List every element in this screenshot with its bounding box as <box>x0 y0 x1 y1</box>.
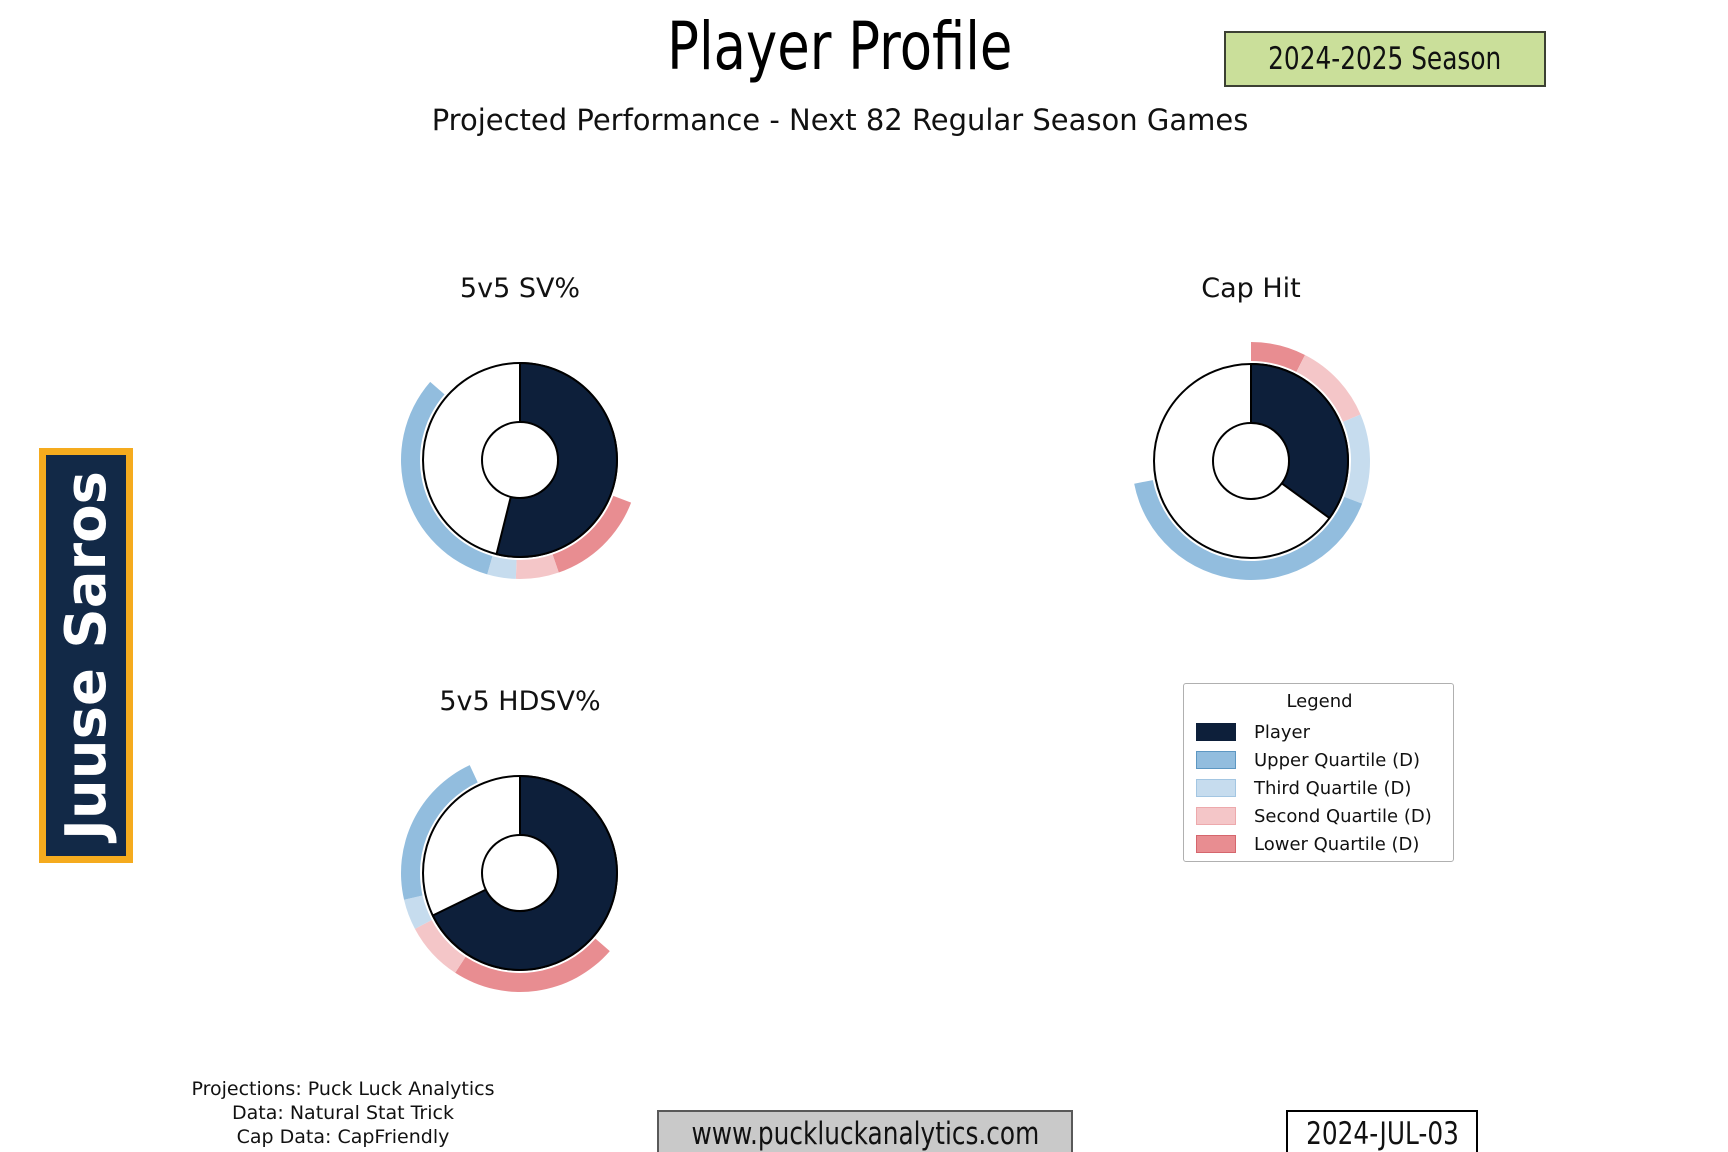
chart-title-5v5-sv: 5v5 SV% <box>459 273 581 304</box>
page-subtitle: Projected Performance - Next 82 Regular … <box>431 103 1249 137</box>
ring-segment-second <box>414 919 466 973</box>
ring-segment-third <box>404 895 432 929</box>
chart-title-5v5-hdsv: 5v5 HDSV% <box>439 686 601 717</box>
upper-quartile-color-swatch <box>1196 751 1236 769</box>
ring-segment-third <box>1343 414 1371 504</box>
donut-hole <box>481 421 559 499</box>
credit-data-source: Data: Natural Stat Trick <box>232 1102 454 1124</box>
season-badge: 2024-2025 Season <box>1224 31 1546 87</box>
date-text: 2024-JUL-03 <box>1305 1116 1459 1152</box>
ring-segment-lower <box>455 938 610 992</box>
ring-segment-upper <box>401 381 493 575</box>
legend: Legend Player Upper Quartile (D) Third Q… <box>1183 683 1454 862</box>
donut-chart-5v5-hdsv <box>401 765 618 992</box>
data-credits: Projections: Puck Luck Analytics Data: N… <box>143 1077 543 1149</box>
legend-item-label: Second Quartile (D) <box>1254 805 1432 827</box>
legend-item-label: Lower Quartile (D) <box>1254 833 1420 855</box>
credit-projections: Projections: Puck Luck Analytics <box>191 1078 495 1100</box>
legend-item-label: Upper Quartile (D) <box>1254 749 1420 771</box>
ring-segment-second <box>515 554 559 580</box>
website-text: www.puckluckanalytics.com <box>691 1116 1039 1152</box>
donut-chart-cap-hit <box>1134 342 1371 581</box>
lower-quartile-color-swatch <box>1196 835 1236 853</box>
donut-chart-5v5-sv <box>401 362 632 580</box>
website-box: www.puckluckanalytics.com <box>657 1110 1073 1152</box>
donut-hole <box>1212 422 1290 500</box>
ring-segment-upper <box>401 765 478 900</box>
legend-item-label: Third Quartile (D) <box>1254 777 1412 799</box>
date-box: 2024-JUL-03 <box>1286 1110 1478 1152</box>
player-name-text: Juuse Saros <box>53 471 119 840</box>
player-color-swatch <box>1196 723 1236 741</box>
chart-title-cap-hit: Cap Hit <box>1201 273 1301 304</box>
ring-segment-second <box>1296 354 1361 422</box>
season-badge-text: 2024-2025 Season <box>1268 41 1502 77</box>
ring-segment-upper <box>1134 480 1363 581</box>
legend-item-second-quartile: Second Quartile (D) <box>1196 802 1443 830</box>
legend-item-label: Player <box>1254 721 1311 743</box>
ring-segment-lower <box>1251 342 1306 372</box>
credit-cap-source: Cap Data: CapFriendly <box>236 1126 450 1148</box>
legend-item-upper-quartile: Upper Quartile (D) <box>1196 746 1443 774</box>
third-quartile-color-swatch <box>1196 779 1236 797</box>
ring-segment-third <box>487 556 517 579</box>
legend-title: Legend <box>1286 691 1353 712</box>
ring-segment-lower <box>552 495 632 573</box>
legend-item-player: Player <box>1196 718 1443 746</box>
second-quartile-color-swatch <box>1196 807 1236 825</box>
legend-item-lower-quartile: Lower Quartile (D) <box>1196 830 1443 858</box>
player-name-plate: Juuse Saros <box>39 448 133 863</box>
legend-item-third-quartile: Third Quartile (D) <box>1196 774 1443 802</box>
page-title-text: Player Profile <box>667 8 1013 85</box>
page-title: Player Profile <box>440 8 1240 85</box>
donut-hole <box>481 834 559 912</box>
